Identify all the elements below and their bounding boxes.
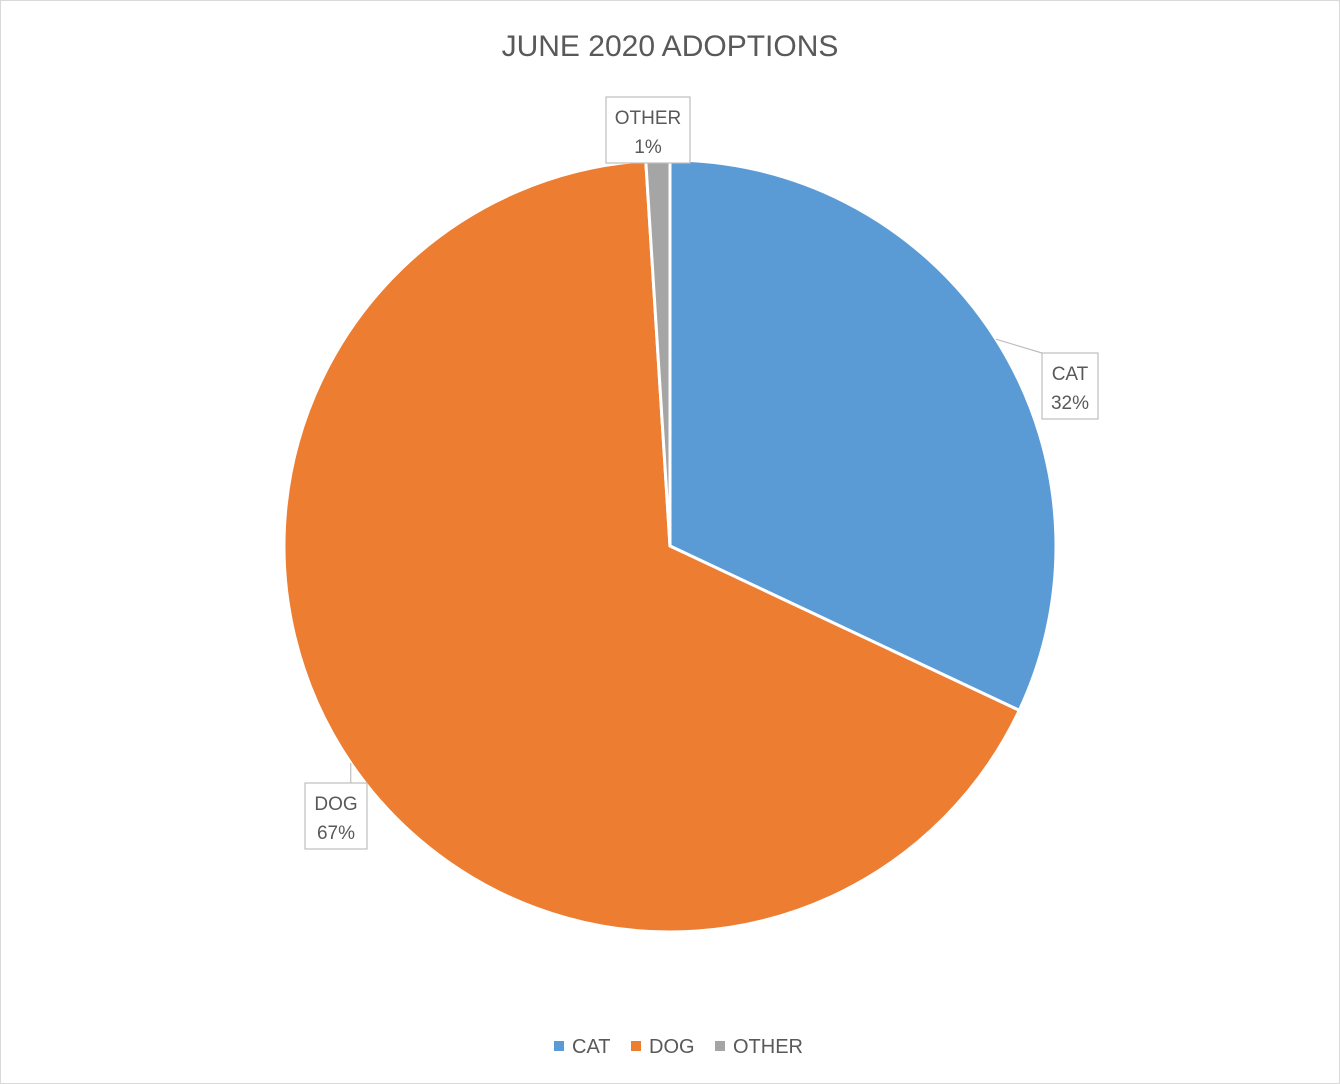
data-label-callouts: CAT 32% DOG 67% OTHER 1% (304, 96, 1099, 850)
pie-slice-dog (282, 159, 1021, 934)
data-label-other: OTHER 1% (605, 96, 691, 164)
data-label-category: DOG (314, 794, 357, 815)
data-label-percent: 32% (1051, 393, 1089, 414)
legend-item-cat: CAT (554, 1036, 611, 1058)
callout-box (1041, 352, 1099, 420)
callout-leader-line (995, 338, 1043, 354)
data-label-percent: 67% (317, 823, 355, 844)
legend-label: OTHER (733, 1036, 803, 1058)
pie-slices (282, 158, 1058, 934)
data-label-dog: DOG 67% (304, 762, 368, 850)
legend-swatch (554, 1041, 564, 1051)
legend-item-other: OTHER (715, 1036, 803, 1058)
data-label-cat: CAT 32% (995, 338, 1099, 420)
data-label-category: CAT (1052, 364, 1089, 385)
legend: CAT DOG OTHER (554, 1036, 803, 1058)
legend-label: DOG (649, 1036, 695, 1058)
legend-swatch (631, 1041, 641, 1051)
legend-swatch (715, 1041, 725, 1051)
legend-item-dog: DOG (631, 1036, 695, 1058)
legend-label: CAT (572, 1036, 611, 1058)
data-label-percent: 1% (634, 137, 662, 158)
pie-slice-cat (668, 158, 1058, 712)
callout-box (605, 96, 691, 164)
callout-box (304, 782, 368, 850)
chart-title: JUNE 2020 ADOPTIONS (502, 30, 839, 63)
data-label-category: OTHER (615, 108, 682, 129)
